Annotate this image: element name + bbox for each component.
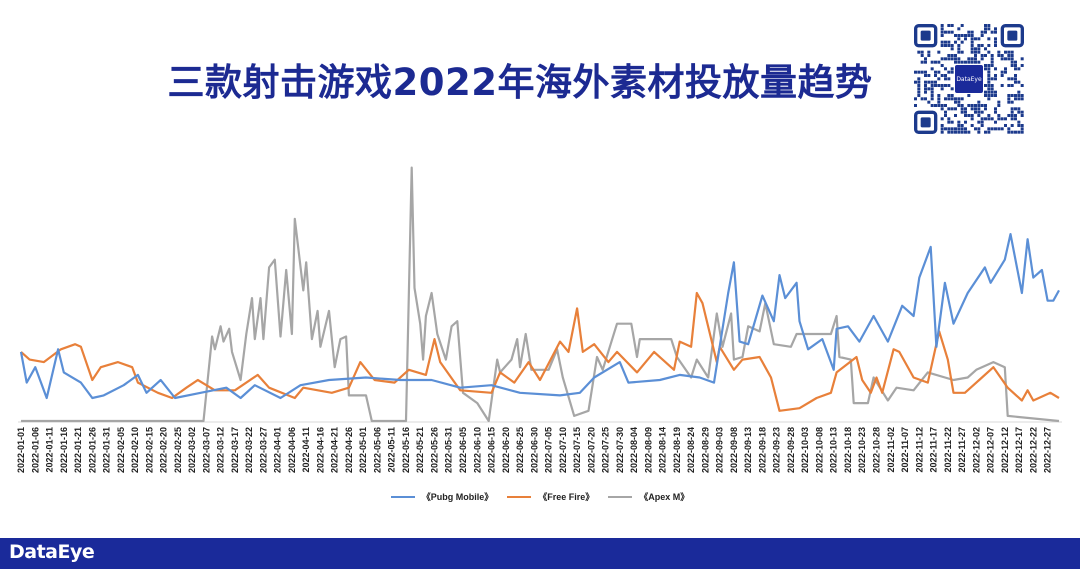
x-tick-label: 2022-11-02 [886, 427, 896, 473]
x-tick-label: 2022-09-28 [786, 427, 796, 473]
x-tick-label: 2022-09-18 [757, 427, 767, 473]
x-tick-label: 2022-11-22 [943, 427, 953, 473]
x-tick-label: 2022-01-06 [30, 427, 40, 473]
x-tick-labels: 2022-01-01 2022-01-06 2022-01-11 2022-01-16… [16, 427, 1053, 473]
x-tick-label: 2022-09-13 [743, 427, 753, 473]
x-tick-label: 2022-12-17 [1014, 427, 1024, 473]
qr-finder-pattern [914, 24, 938, 48]
qr-finder-pattern [914, 110, 938, 134]
legend-swatch-freefire [507, 495, 532, 498]
x-tick-label: 2022-06-05 [458, 427, 468, 473]
x-tick-label: 2022-08-24 [686, 427, 696, 473]
x-tick-label: 2022-01-31 [102, 427, 112, 473]
x-tick-label: 2022-08-04 [629, 427, 639, 473]
x-tick-label: 2022-05-31 [444, 427, 454, 473]
x-tick-label: 2022-05-11 [387, 427, 397, 473]
x-tick-label: 2022-01-26 [87, 427, 97, 473]
page-title: 三款射击游戏2022年海外素材投放量趋势 [167, 61, 873, 104]
x-tick-label: 2022-08-14 [658, 427, 668, 473]
x-tick-label: 2022-12-02 [971, 427, 981, 473]
legend-label-apex: 《Apex M》 [639, 492, 690, 502]
series-line-pubg-mobile [19, 233, 1060, 400]
x-tick-label: 2022-07-30 [615, 427, 625, 473]
x-tick-label: 2022-05-06 [373, 427, 383, 473]
x-tick-label: 2022-02-20 [159, 427, 169, 473]
x-tick-label: 2022-10-13 [829, 427, 839, 473]
x-tick-label: 2022-05-16 [401, 427, 411, 473]
x-tick-label: 2022-09-08 [729, 427, 739, 473]
qr-center-label: DataEye [956, 76, 982, 83]
x-tick-label: 2022-03-22 [244, 427, 254, 473]
qr-finder-pattern [1000, 24, 1024, 48]
x-tick-label: 2022-06-30 [529, 427, 539, 473]
x-tick-label: 2022-07-15 [572, 427, 582, 473]
x-tick-label: 2022-02-05 [116, 427, 126, 473]
x-tick-label: 2022-10-23 [857, 427, 867, 473]
x-tick-label: 2022-03-27 [258, 427, 268, 473]
x-tick-label: 2022-09-03 [715, 427, 725, 473]
x-tick-label: 2022-03-17 [230, 427, 240, 473]
legend-item-pubg: 《Pubg Mobile》 [390, 490, 494, 503]
line-chart: 2022-01-01 2022-01-06 2022-01-11 2022-01-16… [16, 166, 1062, 473]
legend-item-apex: 《Apex M》 [608, 490, 689, 503]
x-tick-label: 2022-03-12 [216, 427, 226, 473]
x-tick-label: 2022-07-10 [558, 427, 568, 473]
legend-swatch-pubg [390, 495, 415, 498]
legend: 《Pubg Mobile》 《Free Fire》 《Apex M》 [0, 490, 1080, 503]
series-line-free-fire [20, 291, 1060, 412]
x-tick-label: 2022-10-08 [815, 427, 825, 473]
x-tick-label: 2022-06-25 [515, 427, 525, 473]
series-line-apex-m [21, 166, 1060, 423]
x-tick-label: 2022-04-11 [301, 427, 311, 473]
x-tick-label: 2022-05-01 [358, 427, 368, 473]
x-tick-label: 2022-01-11 [45, 427, 55, 473]
x-tick-label: 2022-12-27 [1043, 427, 1053, 473]
x-tick-label: 2022-01-21 [73, 427, 83, 473]
x-tick-label: 2022-10-18 [843, 427, 853, 473]
x-tick-label: 2022-11-12 [914, 427, 924, 473]
x-tick-label: 2022-06-20 [501, 427, 511, 473]
x-tick-label: 2022-07-05 [544, 427, 554, 473]
qr-code: DataEye [914, 24, 1024, 134]
x-tick-label: 2022-04-21 [330, 427, 340, 473]
x-tick-label: 2022-06-15 [487, 427, 497, 473]
x-tick-label: 2022-03-07 [201, 427, 211, 473]
x-tick-label: 2022-07-20 [586, 427, 596, 473]
qr-center-logo [955, 65, 983, 93]
x-tick-label: 2022-04-06 [287, 427, 297, 473]
x-tick-label: 2022-06-10 [472, 427, 482, 473]
x-tick-label: 2022-11-27 [957, 427, 967, 473]
legend-label-freefire: 《Free Fire》 [538, 492, 595, 502]
x-tick-label: 2022-01-01 [16, 427, 26, 473]
x-tick-label: 2022-07-25 [601, 427, 611, 473]
x-tick-label: 2022-01-16 [59, 427, 69, 473]
footer-bar: DataEye [0, 538, 1080, 569]
legend-swatch-apex [608, 495, 633, 498]
dataeye-logo: DataEye [9, 541, 95, 563]
x-tick-label: 2022-08-19 [672, 427, 682, 473]
x-tick-label: 2022-08-29 [700, 427, 710, 473]
x-tick-label: 2022-09-23 [772, 427, 782, 473]
x-tick-label: 2022-05-26 [430, 427, 440, 473]
x-tick-label: 2022-10-03 [800, 427, 810, 473]
legend-item-freefire: 《Free Fire》 [507, 490, 594, 503]
x-tick-label: 2022-11-07 [900, 427, 910, 473]
x-tick-label: 2022-11-17 [929, 427, 939, 473]
x-tick-label: 2022-10-28 [872, 427, 882, 473]
x-tick-label: 2022-02-10 [130, 427, 140, 473]
series-layer [19, 166, 1060, 423]
x-tick-label: 2022-08-09 [643, 427, 653, 473]
x-tick-label: 2022-12-12 [1000, 427, 1010, 473]
legend-label-pubg: 《Pubg Mobile》 [421, 492, 494, 502]
x-tick-label: 2022-03-02 [187, 427, 197, 473]
x-tick-label: 2022-04-16 [315, 427, 325, 473]
x-tick-label: 2022-12-22 [1028, 427, 1038, 473]
x-tick-label: 2022-02-25 [173, 427, 183, 473]
x-tick-label: 2022-02-15 [144, 427, 154, 473]
x-tick-label: 2022-12-07 [986, 427, 996, 473]
x-tick-label: 2022-04-26 [344, 427, 354, 473]
x-tick-label: 2022-04-01 [273, 427, 283, 473]
x-tick-label: 2022-05-21 [415, 427, 425, 473]
